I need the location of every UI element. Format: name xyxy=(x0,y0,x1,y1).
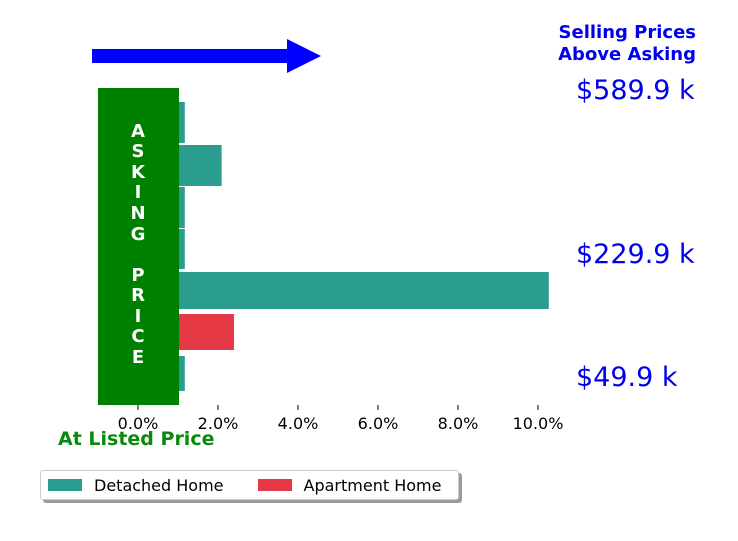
legend-item-apartment: Apartment Home xyxy=(257,475,442,495)
asking-letter: C xyxy=(131,326,144,347)
legend-label-apartment: Apartment Home xyxy=(303,475,442,495)
price-label-high: $589.9 k xyxy=(576,75,695,106)
asking-letter: N xyxy=(130,203,145,224)
legend-swatch-detached xyxy=(48,479,82,491)
legend: Detached Home Apartment Home xyxy=(40,470,459,500)
legend-swatch-apartment xyxy=(257,479,292,491)
above-asking-line-2: Above Asking xyxy=(558,44,696,65)
asking-letter: K xyxy=(131,162,146,183)
at-listed-price-label: At Listed Price xyxy=(58,428,214,450)
x-tick-label: 2.0% xyxy=(198,414,239,433)
legend-item-detached: Detached Home xyxy=(48,476,224,495)
price-label-low: $49.9 k xyxy=(576,362,678,393)
asking-letter: E xyxy=(132,347,144,368)
asking-price-box xyxy=(98,88,179,405)
legend-label-detached: Detached Home xyxy=(94,475,224,495)
asking-letter: R xyxy=(131,285,145,306)
asking-letter: I xyxy=(135,306,142,327)
x-tick-label: 8.0% xyxy=(438,414,479,433)
asking-letter: G xyxy=(131,224,146,245)
x-tick-label: 4.0% xyxy=(278,414,319,433)
asking-letter: P xyxy=(131,265,144,286)
x-tick-label: 0.0% xyxy=(118,414,159,433)
asking-letter: S xyxy=(132,141,145,162)
bars-layer xyxy=(138,102,549,391)
asking-letter: I xyxy=(135,182,142,203)
x-tick-label: 6.0% xyxy=(358,414,399,433)
asking-letter: A xyxy=(131,121,145,142)
bar-5 xyxy=(138,272,549,309)
price-label-mid: $229.9 k xyxy=(576,239,695,270)
x-tick-label: 10.0% xyxy=(513,414,564,433)
x-axis: 0.0% 2.0% 4.0% 6.0% 8.0% 10.0% xyxy=(118,405,564,433)
right-arrow-icon xyxy=(92,39,321,73)
above-asking-line-1: Selling Prices xyxy=(559,22,696,43)
